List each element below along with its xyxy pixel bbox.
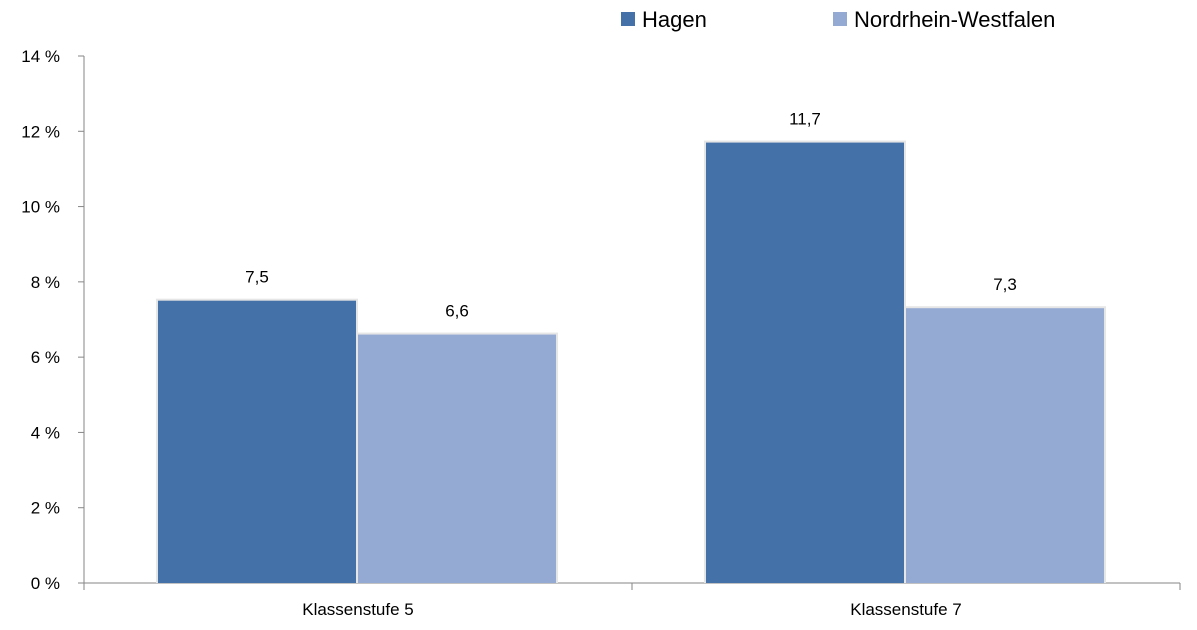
y-tick-label: 10 % <box>21 198 60 217</box>
data-label: 6,6 <box>445 302 469 321</box>
bar-hagen <box>705 142 904 584</box>
bar-nordrhein-westfalen <box>906 308 1105 583</box>
data-label: 11,7 <box>789 110 821 129</box>
y-tick-label: 2 % <box>31 499 60 518</box>
y-tick-label: 12 % <box>21 122 60 141</box>
legend: Hagen Nordrhein-Westfalen <box>621 7 1055 32</box>
bar-hagen <box>157 300 356 583</box>
y-tick-label: 4 % <box>31 423 60 442</box>
legend-label: Hagen <box>642 7 707 32</box>
bar-nordrhein-westfalen <box>358 334 557 583</box>
x-category-label: Klassenstufe 7 <box>850 600 962 619</box>
bars: 7,5 6,6 11,7 7,3 <box>155 110 1107 584</box>
y-axis: 0 % 2 % 4 % 6 % 8 % 10 % 12 % 14 % <box>21 47 85 593</box>
x-category-label: Klassenstufe 5 <box>302 600 414 619</box>
legend-swatch <box>621 12 635 26</box>
data-label: 7,3 <box>993 275 1017 294</box>
legend-swatch <box>833 12 847 26</box>
y-tick-label: 14 % <box>21 47 60 66</box>
y-tick-label: 8 % <box>31 273 60 292</box>
x-axis: Klassenstufe 5 Klassenstufe 7 <box>83 582 1181 619</box>
data-label: 7,5 <box>245 268 269 287</box>
legend-label: Nordrhein-Westfalen <box>854 7 1055 32</box>
y-tick-label: 6 % <box>31 348 60 367</box>
y-tick-label: 0 % <box>31 574 60 593</box>
